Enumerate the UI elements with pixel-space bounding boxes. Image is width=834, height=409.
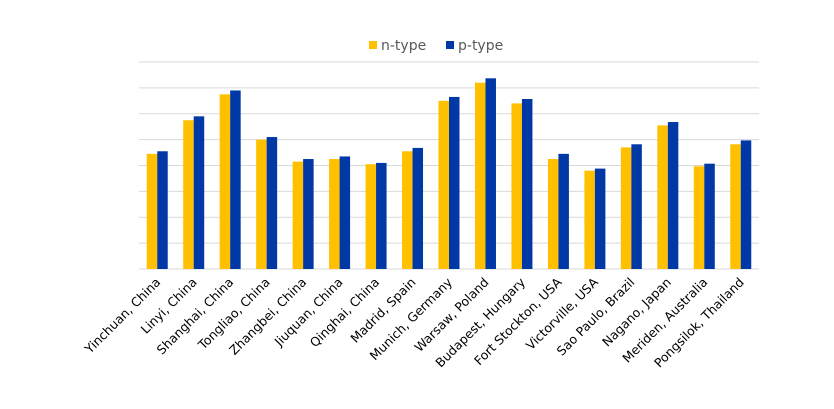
bar-p-type	[339, 156, 351, 269]
bar-n-type	[730, 144, 741, 269]
bar-p-type	[266, 137, 278, 269]
bar-n-type	[438, 100, 449, 269]
bar-n-type	[693, 166, 705, 269]
bar-p-type	[376, 162, 387, 269]
legend-swatch-p-type	[446, 41, 454, 49]
legend-swatch-n-type	[369, 41, 377, 49]
legend-label-p-type: p-type	[458, 38, 503, 54]
bar-p-type	[449, 96, 460, 270]
bar-p-type	[594, 168, 606, 269]
bar-n-type	[474, 82, 486, 269]
bar-n-type	[329, 159, 340, 269]
bar-n-type	[402, 151, 413, 269]
bar-p-type	[303, 159, 314, 269]
bar-p-type	[485, 78, 496, 270]
bar-p-type	[558, 153, 569, 269]
bar-n-type	[256, 139, 267, 269]
bar-p-type	[230, 90, 241, 270]
bar-p-type	[667, 122, 679, 269]
bar-n-type	[511, 103, 522, 270]
bar-p-type	[412, 147, 424, 269]
bar-n-type	[183, 120, 194, 269]
legend-label-n-type: n-type	[381, 38, 426, 54]
bar-p-type	[740, 140, 752, 269]
bar-p-type	[521, 99, 533, 269]
bar-n-type	[365, 164, 377, 269]
bar-n-type	[292, 161, 304, 269]
bar-p-type	[704, 163, 715, 269]
legend: n-type p-type	[369, 38, 503, 54]
bar-n-type	[547, 159, 559, 269]
bar-n-type	[219, 94, 231, 269]
bar-p-type	[157, 151, 168, 269]
bar-p-type	[193, 116, 205, 270]
bar-p-type	[631, 144, 642, 269]
bars	[146, 78, 752, 270]
bar-n-type	[620, 147, 632, 269]
bar-n-type	[657, 125, 668, 269]
bar-n-type	[584, 170, 595, 269]
bar-n-type	[146, 153, 158, 269]
